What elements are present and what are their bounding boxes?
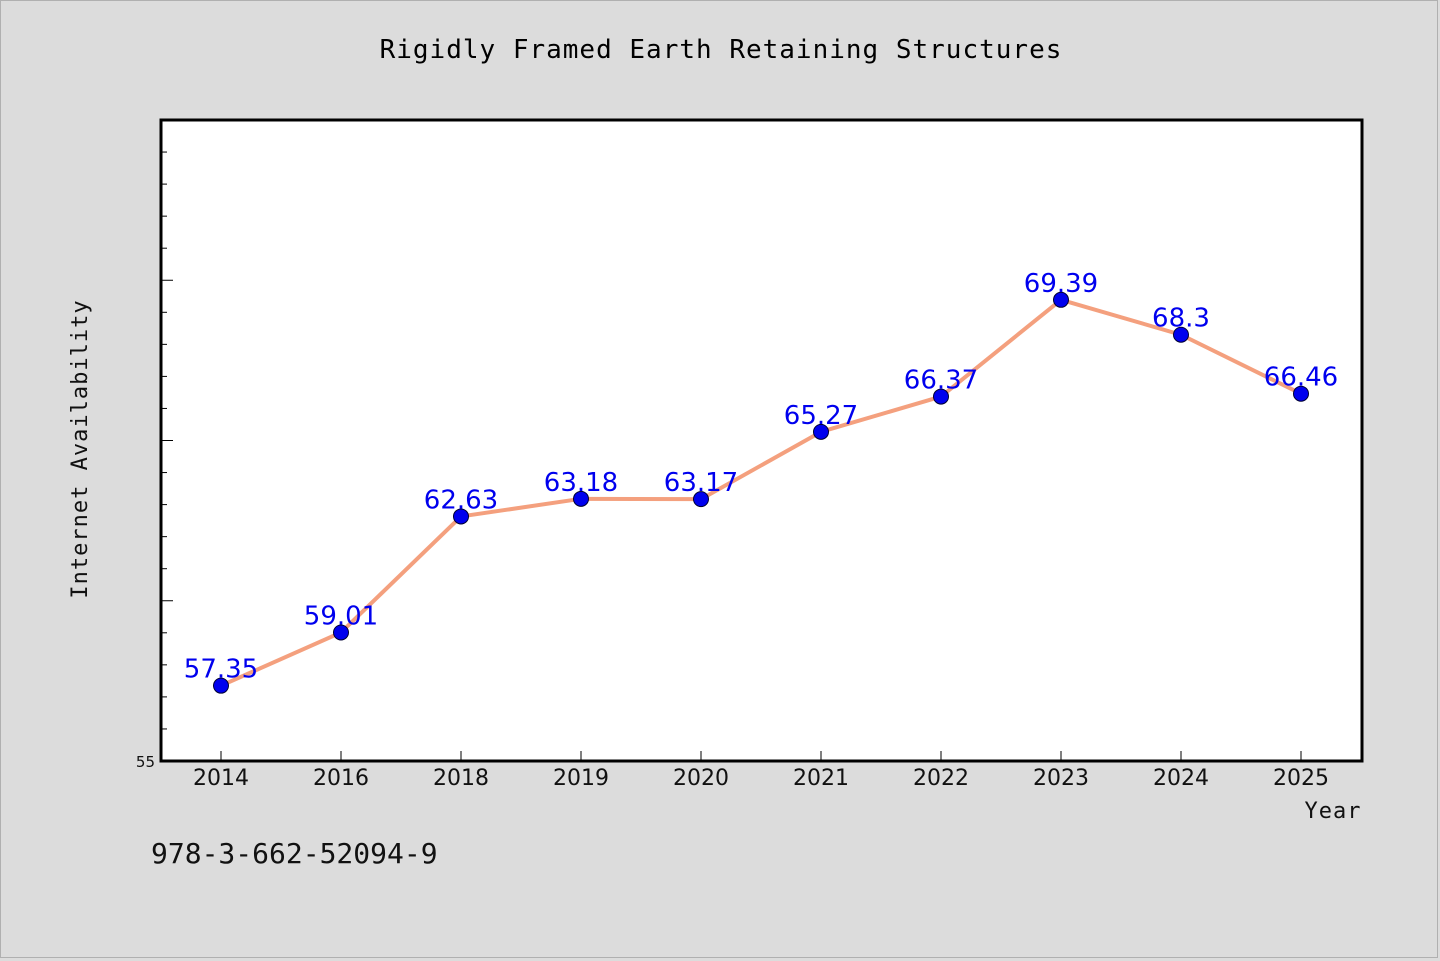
- data-label: 65.27: [784, 401, 858, 431]
- data-labels: 57.35 59.01 62.63 63.18 63.17 65.27 66.37 69.39…: [184, 269, 1338, 685]
- data-point: [1053, 291, 1069, 308]
- data-label: 66.37: [904, 366, 978, 396]
- data-label: 62.63: [424, 485, 498, 515]
- x-tick-label: 2022: [913, 766, 969, 791]
- chart-title: Rigidly Framed Earth Retaining Structure…: [379, 35, 1063, 65]
- x-tick-label: 2016: [313, 766, 369, 791]
- data-label: 57.35: [184, 655, 258, 685]
- y-axis-label: Internet Availability: [68, 299, 93, 598]
- y-axis-ticks: 55: [136, 151, 173, 771]
- data-label: 66.46: [1264, 363, 1338, 393]
- x-tick-label: 2019: [553, 766, 609, 791]
- data-point: [693, 491, 709, 508]
- data-point: [813, 423, 829, 440]
- data-point: [333, 624, 349, 641]
- data-point: [933, 388, 949, 405]
- x-axis-label: Year: [1305, 799, 1362, 824]
- x-tick-label: 2025: [1273, 766, 1329, 791]
- x-tick-label: 2018: [433, 766, 489, 791]
- x-tick-label: 2020: [673, 766, 729, 791]
- data-label: 63.17: [664, 468, 738, 498]
- data-label: 68.3: [1152, 304, 1210, 334]
- data-point: [1173, 326, 1189, 343]
- isbn-text: 978-3-662-52094-9: [151, 837, 438, 870]
- x-tick-label: 2014: [193, 766, 249, 791]
- series-markers: [213, 291, 1309, 694]
- data-point: [453, 508, 469, 525]
- data-point: [213, 677, 229, 694]
- x-tick-label: 2021: [793, 766, 849, 791]
- x-tick-label: 2023: [1033, 766, 1089, 791]
- series-line: [220, 297, 1302, 688]
- data-point: [573, 490, 589, 507]
- x-tick-label: 2024: [1153, 766, 1209, 791]
- x-axis-ticks: 2014 2016 2018 2019 2020 2021 2022 2023 2024 2025: [193, 751, 1329, 791]
- y-tick-label: 55: [136, 753, 155, 771]
- data-label: 69.39: [1024, 269, 1098, 299]
- data-label: 63.18: [544, 468, 618, 498]
- data-label: 59.01: [304, 601, 378, 631]
- data-point: [1293, 385, 1309, 402]
- plot-area: [159, 118, 1364, 763]
